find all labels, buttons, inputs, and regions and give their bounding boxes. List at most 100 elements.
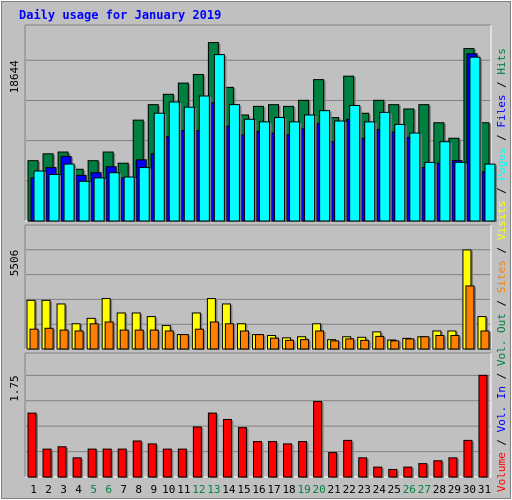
- bar-sites-25: [390, 340, 400, 350]
- ymax-label-hits: 18644: [8, 60, 21, 93]
- bar-sites-18: [285, 339, 295, 350]
- bar-volume-30: [463, 439, 473, 478]
- bar-volume-8: [132, 440, 142, 478]
- x-tick-label-4: 4: [75, 483, 82, 496]
- ymax-label-visits: 5506: [8, 250, 21, 276]
- bar-sites-8: [134, 329, 144, 350]
- x-tick-label-12: 12: [192, 483, 205, 496]
- x-tick-label-21: 21: [328, 483, 341, 496]
- bar-volume-25: [388, 468, 398, 478]
- bar-sites-4: [74, 330, 84, 350]
- legend-separator: /: [495, 181, 508, 201]
- legend-item-vol-out: Vol. Out: [495, 313, 508, 366]
- bar-volume-1: [27, 412, 37, 478]
- bar-volume-23: [358, 457, 368, 478]
- legend-item-sites: Sites: [495, 260, 508, 293]
- legend-separator: /: [495, 240, 508, 260]
- legend-separator: /: [495, 293, 508, 313]
- bar-volume-14: [222, 418, 232, 478]
- bar-pages-16: [258, 121, 270, 222]
- x-tick-label-16: 16: [252, 483, 265, 496]
- bar-volume-6: [102, 448, 112, 478]
- bar-pages-30: [469, 56, 481, 222]
- bar-pages-8: [138, 167, 150, 222]
- bar-sites-31: [480, 330, 490, 350]
- bar-pages-29: [454, 161, 466, 222]
- bar-volume-7: [117, 448, 127, 478]
- bar-sites-24: [375, 335, 385, 350]
- bar-pages-19: [304, 114, 316, 222]
- bar-sites-7: [119, 329, 129, 350]
- x-tick-label-18: 18: [282, 483, 295, 496]
- x-tick-label-10: 10: [162, 483, 175, 496]
- bar-pages-20: [319, 110, 331, 222]
- bar-volume-20: [313, 400, 323, 478]
- bar-volume-29: [448, 457, 458, 478]
- bar-sites-20: [315, 330, 325, 350]
- bar-pages-4: [78, 180, 90, 222]
- bar-pages-15: [243, 118, 255, 222]
- bar-volume-16: [252, 441, 262, 478]
- x-tick-label-9: 9: [150, 483, 157, 496]
- x-tick-label-28: 28: [433, 483, 446, 496]
- bar-volume-28: [433, 460, 443, 478]
- bar-pages-10: [168, 101, 180, 222]
- x-tick-label-17: 17: [267, 483, 280, 496]
- bar-volume-2: [42, 448, 52, 478]
- legend-separator: /: [495, 75, 508, 95]
- bar-sites-30: [465, 285, 475, 350]
- bar-volume-21: [328, 452, 338, 478]
- bar-pages-23: [364, 121, 376, 222]
- bar-pages-18: [289, 121, 301, 222]
- bar-sites-2: [44, 327, 54, 350]
- x-tick-label-1: 1: [30, 483, 37, 496]
- bar-pages-27: [424, 161, 436, 222]
- bar-sites-17: [270, 337, 280, 350]
- bar-volume-22: [343, 439, 353, 478]
- legend-item-vol-in: Vol. In: [495, 386, 508, 432]
- x-tick-label-24: 24: [373, 483, 387, 496]
- x-tick-label-30: 30: [463, 483, 476, 496]
- bar-sites-5: [89, 323, 99, 350]
- bar-pages-13: [213, 54, 225, 222]
- x-tick-label-13: 13: [207, 483, 220, 496]
- bar-pages-5: [93, 177, 105, 222]
- bar-sites-15: [239, 330, 249, 350]
- bar-sites-23: [360, 339, 370, 350]
- bar-volume-10: [162, 448, 172, 478]
- bar-pages-9: [153, 112, 165, 222]
- x-tick-label-25: 25: [388, 483, 401, 496]
- bar-pages-26: [409, 132, 421, 222]
- legend-separator: /: [495, 366, 508, 386]
- legend-item-files: Files: [495, 95, 508, 128]
- x-tick-label-22: 22: [343, 483, 356, 496]
- bar-volume-24: [373, 466, 383, 478]
- bar-pages-14: [228, 104, 240, 222]
- x-tick-label-5: 5: [90, 483, 97, 496]
- bar-pages-22: [349, 104, 361, 222]
- bar-sites-10: [164, 330, 174, 350]
- legend-separator: /: [495, 128, 508, 148]
- bar-pages-31: [484, 163, 496, 222]
- x-tick-label-14: 14: [222, 483, 236, 496]
- x-tick-label-15: 15: [237, 483, 250, 496]
- bar-volume-19: [298, 441, 308, 478]
- bar-pages-7: [123, 176, 135, 222]
- bar-sites-14: [224, 323, 234, 350]
- bar-pages-17: [274, 117, 286, 222]
- bar-pages-11: [183, 106, 195, 222]
- bar-sites-12: [194, 328, 204, 350]
- x-tick-label-27: 27: [418, 483, 431, 496]
- chart-title: Daily usage for January 2019: [19, 8, 221, 22]
- x-tick-label-29: 29: [448, 483, 461, 496]
- bar-volume-5: [87, 448, 97, 478]
- x-tick-label-3: 3: [60, 483, 67, 496]
- x-tick-label-26: 26: [403, 483, 416, 496]
- x-tick-label-20: 20: [313, 483, 326, 496]
- bar-pages-3: [63, 163, 75, 222]
- bar-sites-9: [149, 329, 159, 350]
- bar-sites-1: [29, 328, 39, 350]
- legend-item-volume: Volume: [495, 452, 508, 492]
